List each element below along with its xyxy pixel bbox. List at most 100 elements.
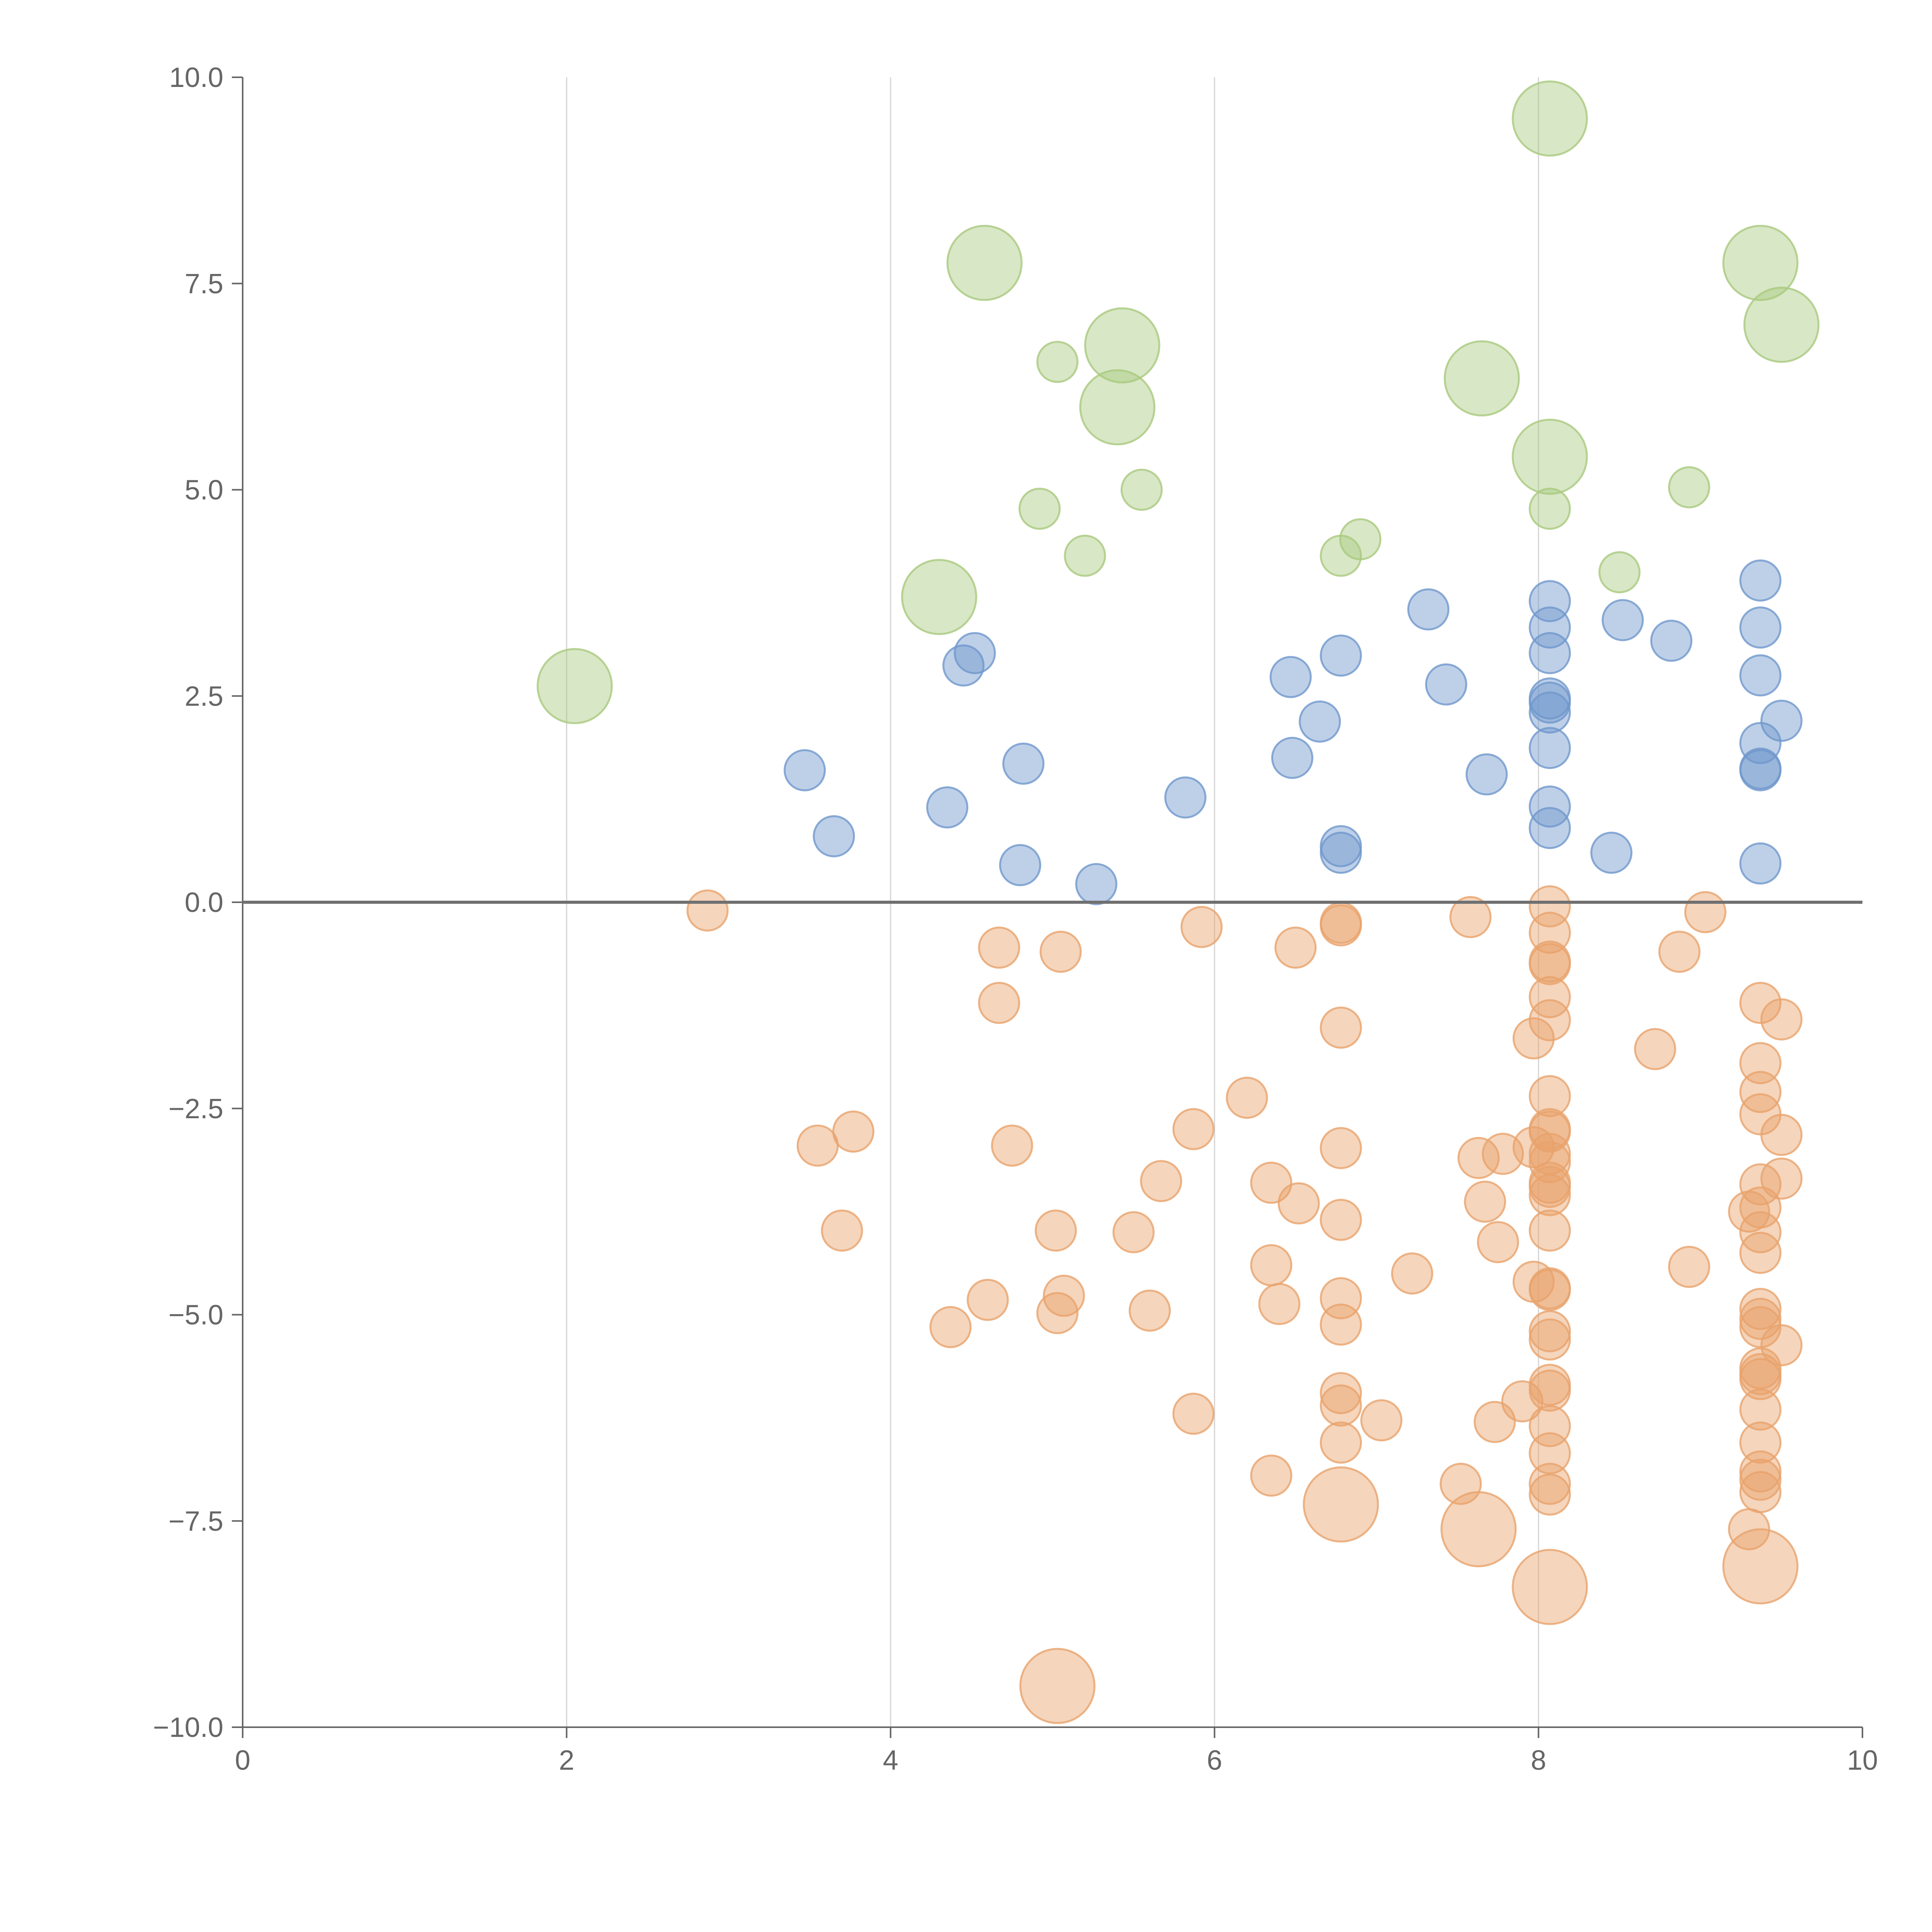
data-point-low — [978, 926, 1020, 969]
data-point-high — [1320, 534, 1362, 577]
y-tick-label: 5.0 — [185, 475, 223, 506]
data-point-low — [1512, 1017, 1555, 1060]
data-point-low — [991, 1124, 1033, 1167]
y-tick-label: −10.0 — [153, 1712, 223, 1743]
data-point-low — [1112, 1211, 1155, 1253]
y-tick-label: −7.5 — [168, 1506, 223, 1537]
data-point-low — [1250, 1454, 1293, 1497]
x-tick-label: 4 — [883, 1745, 898, 1776]
data-point-high — [1598, 551, 1641, 594]
data-point-low — [1529, 1209, 1571, 1252]
data-point-mid — [1602, 599, 1644, 641]
data-point-low — [1501, 1380, 1544, 1423]
data-point-mid — [1164, 776, 1207, 819]
data-point-low — [1172, 1393, 1215, 1435]
data-point-mid — [1529, 727, 1571, 769]
data-point-low — [1739, 1421, 1782, 1464]
data-point-low — [1036, 1292, 1079, 1334]
y-tick-label: 0.0 — [185, 887, 223, 918]
data-point-low — [1140, 1160, 1182, 1202]
data-point-low — [1529, 1111, 1571, 1153]
data-point-mid — [1425, 663, 1468, 706]
data-point-high — [1121, 469, 1163, 511]
data-point-low — [1512, 1126, 1555, 1168]
data-point-high — [1512, 418, 1588, 495]
data-point-low — [832, 1111, 874, 1153]
data-point-mid — [1739, 606, 1782, 649]
data-point-mid — [1739, 749, 1782, 791]
data-point-low — [1320, 1303, 1362, 1346]
data-point-low — [1360, 1399, 1403, 1442]
data-point-low — [1034, 1209, 1077, 1252]
data-point-mid — [1739, 559, 1782, 602]
data-point-low — [1634, 1028, 1676, 1070]
data-point-mid — [926, 786, 969, 828]
data-point-low — [1129, 1289, 1171, 1332]
x-tick-label: 0 — [235, 1745, 250, 1776]
data-point-mid — [1320, 634, 1362, 677]
y-tick-label: −2.5 — [168, 1094, 223, 1124]
data-point-low — [1440, 1491, 1517, 1568]
data-point-low — [1739, 981, 1782, 1024]
data-point-low — [1739, 1388, 1782, 1431]
data-point-low — [1303, 1466, 1379, 1543]
data-point-low — [966, 1279, 1009, 1321]
data-point-low — [1529, 1269, 1571, 1311]
data-point-mid — [1760, 699, 1803, 742]
data-point-low — [1529, 1318, 1571, 1361]
data-point-mid — [999, 844, 1041, 886]
data-point-low — [1529, 1369, 1571, 1412]
data-point-mid — [1465, 753, 1508, 796]
y-tick-label: 7.5 — [185, 269, 223, 299]
data-point-mid — [784, 749, 826, 791]
data-point-mid — [1529, 785, 1571, 828]
data-point-low — [1529, 999, 1571, 1041]
data-point-mid — [1299, 700, 1341, 743]
data-point-low — [1320, 904, 1362, 947]
data-point-high — [536, 648, 613, 724]
data-point-high — [1018, 488, 1061, 530]
data-point-low — [1172, 1108, 1215, 1150]
data-point-low — [1449, 896, 1492, 938]
data-point-low — [1739, 1231, 1782, 1274]
data-point-mid — [1075, 863, 1117, 905]
data-point-low — [1739, 1042, 1782, 1084]
data-point-high — [1512, 80, 1588, 157]
data-point-low — [1739, 1288, 1782, 1330]
data-point-high — [1064, 534, 1106, 577]
data-point-low — [1739, 1459, 1782, 1501]
data-point-low — [1277, 1182, 1320, 1225]
data-point-high — [901, 559, 978, 635]
data-point-low — [1320, 1372, 1362, 1414]
data-point-low — [1477, 1221, 1519, 1264]
data-point-mid — [942, 644, 985, 687]
data-points — [536, 80, 1820, 1724]
data-point-low — [1250, 1244, 1293, 1286]
data-point-mid — [813, 815, 855, 857]
data-point-low — [1739, 1306, 1782, 1349]
data-point-mid — [1269, 656, 1312, 698]
data-point-low — [1274, 926, 1317, 969]
data-point-high — [1084, 307, 1160, 384]
data-point-low — [1529, 1432, 1571, 1475]
data-point-low — [929, 1306, 972, 1349]
data-point-mid — [1002, 742, 1045, 785]
data-point-mid — [1320, 832, 1362, 874]
data-point-low — [1529, 1463, 1571, 1505]
data-point-low — [1320, 1007, 1362, 1049]
data-point-low — [1760, 1114, 1803, 1156]
data-point-low — [1180, 906, 1223, 948]
y-tick-label: 10.0 — [169, 62, 223, 93]
data-point-low — [1258, 1283, 1301, 1325]
data-point-low — [1760, 1324, 1803, 1366]
ticks: 0 2 4 6 8 10 10.0 7.5 5.0 2.5 0.0 −2.5 −5.0 −7.5 −10.0 — [153, 62, 1878, 1776]
data-point-high — [1079, 369, 1156, 446]
x-tick-label: 8 — [1531, 1745, 1546, 1776]
data-point-low — [1320, 1421, 1362, 1464]
data-point-high — [1668, 466, 1710, 509]
data-point-high — [1529, 488, 1571, 530]
data-point-low — [1760, 1157, 1803, 1200]
data-point-low — [1320, 1127, 1362, 1169]
data-point-low — [1391, 1252, 1434, 1295]
